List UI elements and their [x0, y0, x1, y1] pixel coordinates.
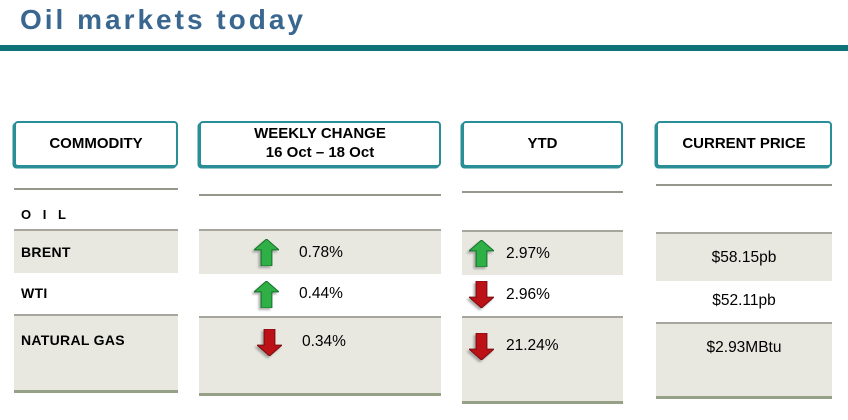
- commodity-header-label: COMMODITY: [49, 134, 143, 152]
- current-price-header-label: CURRENT PRICE: [682, 134, 806, 152]
- ytd-arrow-icon: [469, 332, 494, 360]
- section-label-oil: O I L: [21, 207, 70, 222]
- current-price-value: $58.15pb: [711, 248, 777, 266]
- commodity-row-brent: BRENT: [14, 229, 178, 273]
- ytd-value: 21.24%: [506, 337, 559, 354]
- ytd-row-brent: 2.97%: [462, 230, 623, 275]
- ytd-column: YTD 2.97% 2.96% 21.: [462, 0, 623, 420]
- page-title: Oil markets today: [20, 4, 306, 35]
- ytd-arrow-icon: [469, 281, 494, 308]
- weekly-change-row-brent: 0.78%: [199, 229, 441, 274]
- commodity-header-box: COMMODITY: [14, 121, 178, 167]
- current-price-row-wti: $52.11pb: [656, 279, 832, 322]
- current-price-row-natural-gas: $2.93MBtu: [656, 322, 832, 399]
- commodity-row-wti: WTI: [14, 271, 178, 314]
- ytd-value: 2.96%: [506, 285, 550, 303]
- weekly-change-header-line2: 16 Oct – 18 Oct: [265, 144, 375, 161]
- commodity-rule: [14, 188, 178, 190]
- weekly-change-rule: [199, 194, 441, 196]
- weekly-change-row-natural-gas: 0.34%: [199, 316, 441, 396]
- weekly-change-row-wti: 0.44%: [199, 272, 441, 316]
- current-price-row-brent: $58.15pb: [656, 232, 832, 281]
- current-price-value: $52.11pb: [712, 291, 776, 309]
- title-divider: [0, 45, 848, 51]
- weekly-change-value: 0.78%: [299, 243, 343, 261]
- ytd-header-label: YTD: [527, 134, 558, 152]
- current-price-rule: [656, 184, 832, 186]
- commodity-name: NATURAL GAS: [21, 332, 125, 348]
- commodity-name: BRENT: [21, 244, 71, 260]
- weekly-change-arrow-icon: [254, 280, 279, 308]
- current-price-column: CURRENT PRICE $58.15pb $52.11pb $2.93MBt…: [656, 0, 832, 420]
- ytd-rule: [462, 191, 623, 193]
- weekly-change-value: 0.44%: [299, 285, 343, 302]
- ytd-value: 2.97%: [506, 244, 550, 262]
- weekly-change-header-line1: WEEKLY CHANGE: [254, 125, 386, 143]
- current-price-value: $2.93MBtu: [706, 339, 782, 356]
- weekly-change-arrow-icon: [254, 239, 279, 266]
- weekly-change-arrow-icon: [257, 328, 282, 356]
- ytd-row-natural-gas: 21.24%: [462, 316, 623, 404]
- current-price-header-box: CURRENT PRICE: [656, 121, 832, 167]
- ytd-header-box: YTD: [462, 121, 623, 167]
- commodity-name: WTI: [21, 284, 48, 301]
- ytd-arrow-icon: [469, 240, 494, 267]
- commodity-row-natural-gas: NATURAL GAS: [14, 314, 178, 393]
- commodity-column: COMMODITY O I L BRENT WTI NATURAL GAS: [14, 0, 178, 420]
- ytd-row-wti: 2.96%: [462, 273, 623, 316]
- weekly-change-column: WEEKLY CHANGE 16 Oct – 18 Oct 0.78% 0.44…: [199, 0, 441, 420]
- weekly-change-value: 0.34%: [302, 333, 346, 350]
- weekly-change-header-box: WEEKLY CHANGE 16 Oct – 18 Oct: [199, 121, 441, 167]
